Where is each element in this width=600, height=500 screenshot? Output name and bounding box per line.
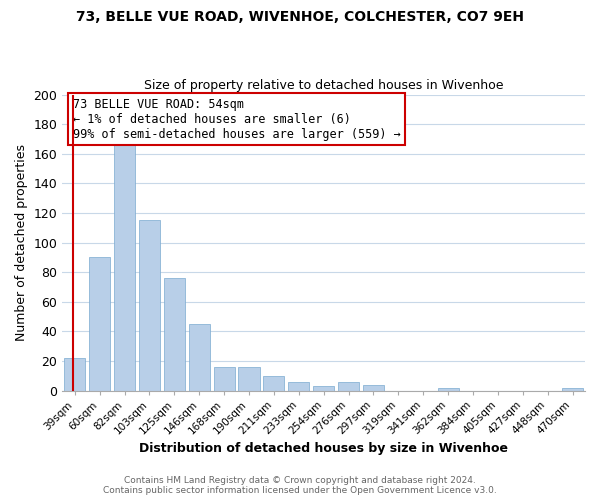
Bar bbox=[263, 376, 284, 390]
Bar bbox=[288, 382, 310, 390]
Bar bbox=[238, 367, 260, 390]
Bar bbox=[338, 382, 359, 390]
Bar bbox=[114, 144, 135, 390]
Bar bbox=[363, 384, 384, 390]
Bar bbox=[164, 278, 185, 390]
X-axis label: Distribution of detached houses by size in Wivenhoe: Distribution of detached houses by size … bbox=[139, 442, 508, 455]
Bar bbox=[188, 324, 210, 390]
Title: Size of property relative to detached houses in Wivenhoe: Size of property relative to detached ho… bbox=[144, 79, 503, 92]
Bar bbox=[437, 388, 458, 390]
Bar bbox=[214, 367, 235, 390]
Bar bbox=[562, 388, 583, 390]
Bar bbox=[64, 358, 85, 390]
Bar bbox=[139, 220, 160, 390]
Bar bbox=[89, 258, 110, 390]
Text: 73 BELLE VUE ROAD: 54sqm
← 1% of detached houses are smaller (6)
99% of semi-det: 73 BELLE VUE ROAD: 54sqm ← 1% of detache… bbox=[73, 98, 400, 140]
Y-axis label: Number of detached properties: Number of detached properties bbox=[15, 144, 28, 341]
Text: 73, BELLE VUE ROAD, WIVENHOE, COLCHESTER, CO7 9EH: 73, BELLE VUE ROAD, WIVENHOE, COLCHESTER… bbox=[76, 10, 524, 24]
Text: Contains HM Land Registry data © Crown copyright and database right 2024.
Contai: Contains HM Land Registry data © Crown c… bbox=[103, 476, 497, 495]
Bar bbox=[313, 386, 334, 390]
